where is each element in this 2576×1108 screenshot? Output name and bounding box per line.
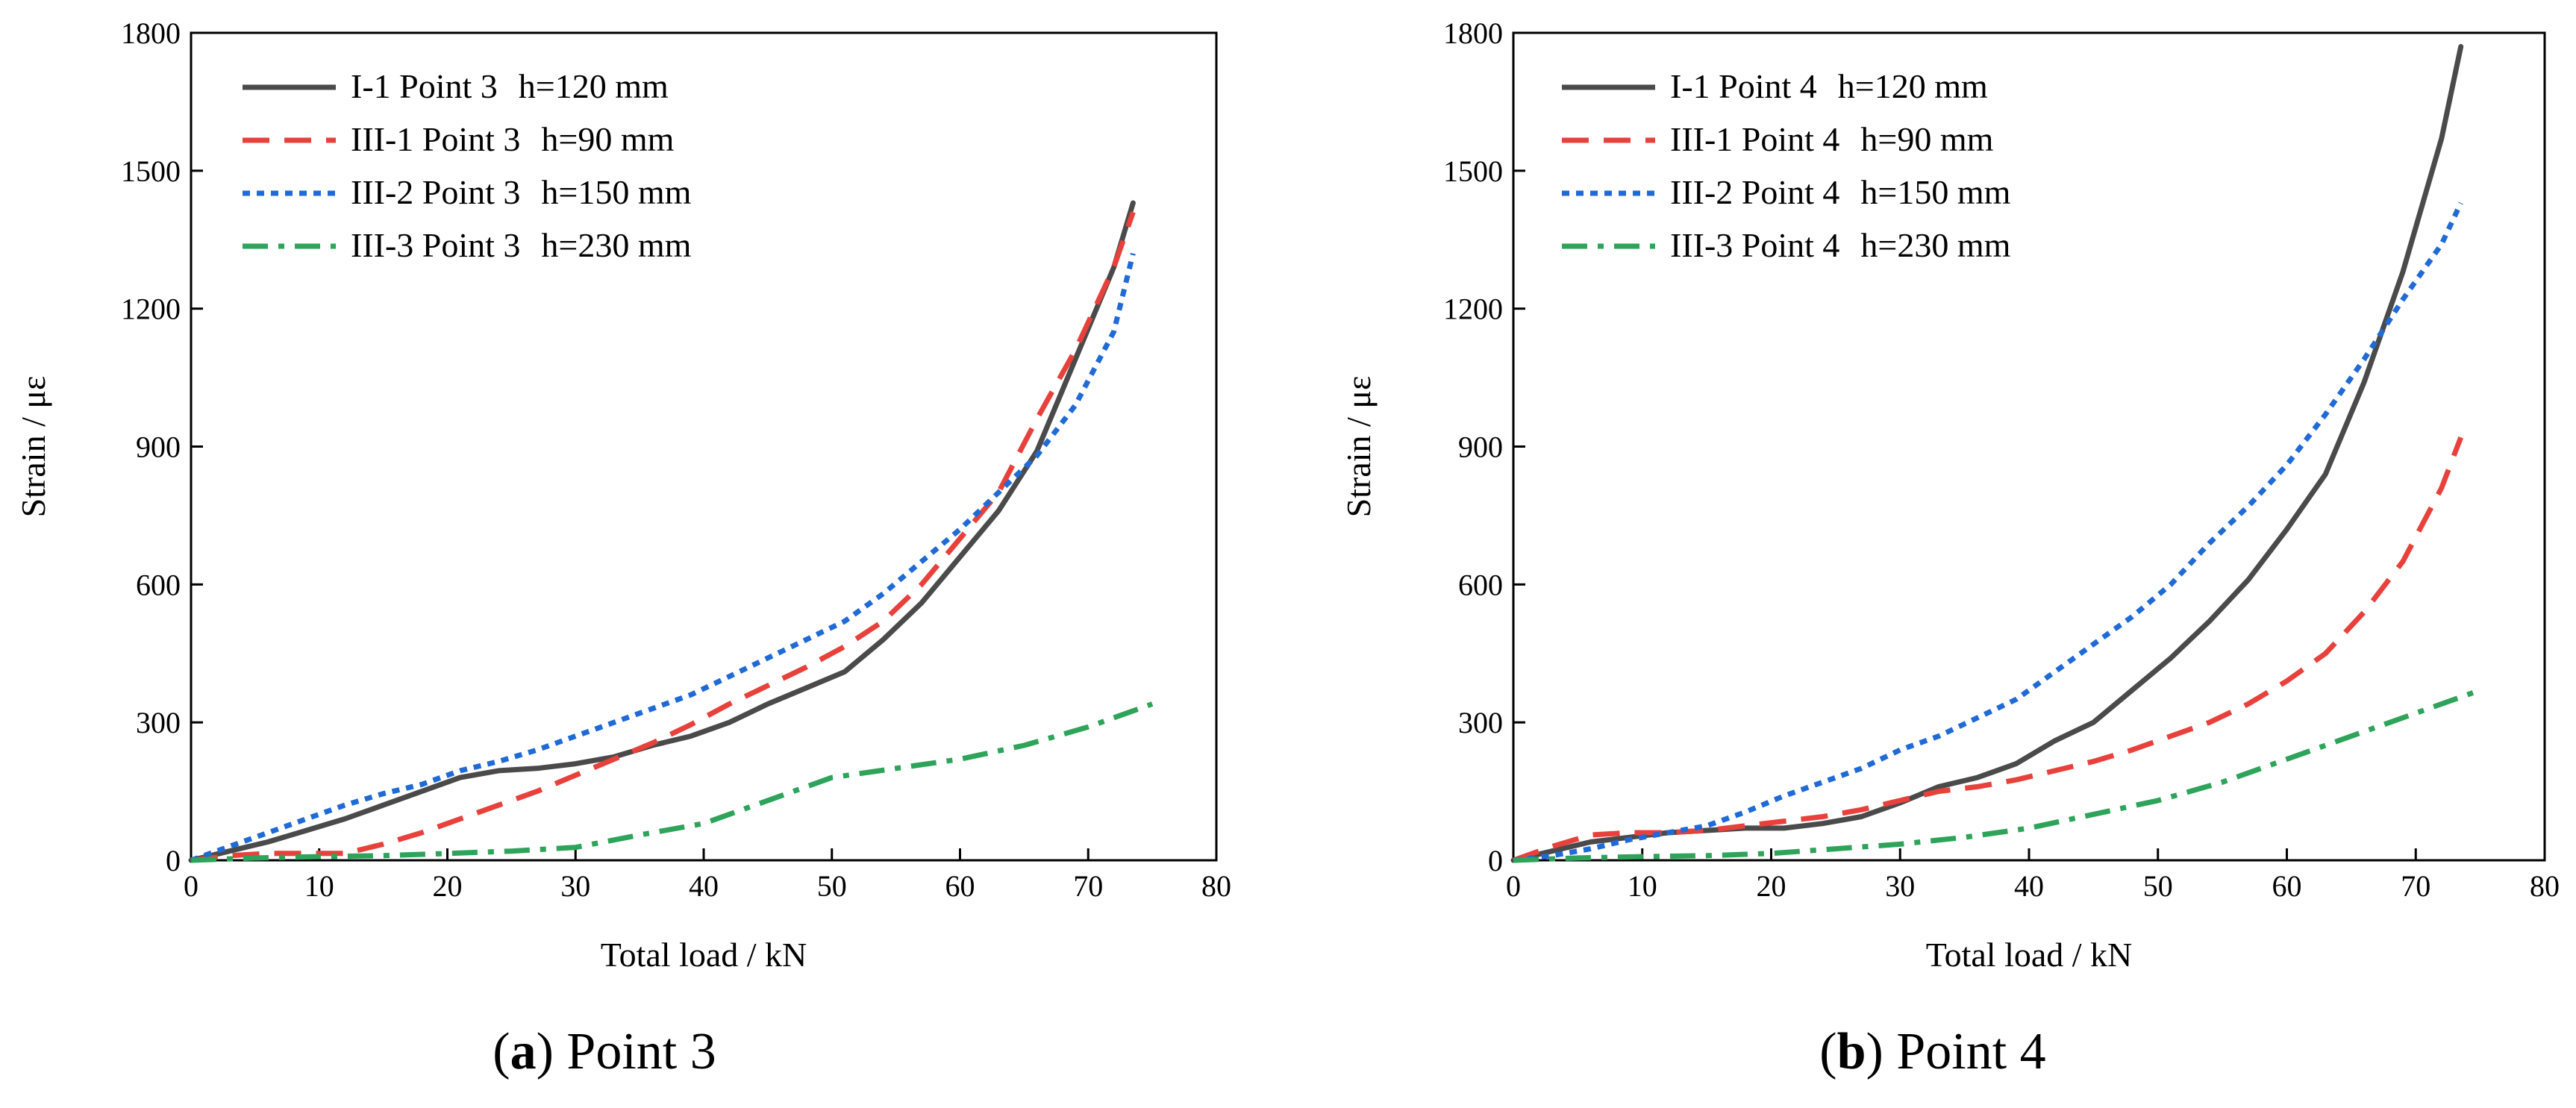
legend-entry-4: III-3 Point 3 h=230 mm — [351, 226, 692, 264]
x-tick-label: 10 — [1628, 869, 1657, 903]
series-line-2 — [1512, 436, 2463, 863]
y-axis-title: Strain / με — [14, 376, 52, 518]
legend-series-name: III-2 Point 3 — [351, 173, 520, 211]
legend-entry-3: III-2 Point 4 h=150 mm — [1670, 173, 2011, 211]
chart-panel-b: 0 10 20 30 40 50 60 70 80 0 300 600 900 1200 1500 1800 T… — [1339, 16, 2560, 974]
legend-entry-2: III-1 Point 3 h=90 mm — [351, 120, 675, 158]
y-tick-label: 900 — [136, 431, 181, 464]
series-line-4 — [1513, 687, 2481, 863]
legend-series-extra: h=120 mm — [519, 67, 669, 105]
legend-entry-1: I-1 Point 3 h=120 mm — [351, 67, 669, 105]
plot-frame — [1512, 31, 2546, 862]
plot-frame — [190, 31, 1218, 862]
legend-series-extra: h=120 mm — [1838, 67, 1988, 105]
y-tick-label: 900 — [1458, 431, 1503, 464]
y-tick-label: 0 — [1488, 844, 1503, 877]
legend-series-extra: h=90 mm — [1860, 120, 1993, 158]
series-line-1 — [188, 200, 1136, 863]
x-tick-label: 10 — [304, 869, 334, 903]
legend-entry-1: I-1 Point 4 h=120 mm — [1670, 67, 1988, 105]
legend-series-name: III-1 Point 4 — [1670, 120, 1839, 158]
legend-series-extra: h=90 mm — [541, 120, 674, 158]
x-tick-label: 70 — [2401, 869, 2430, 903]
caption-a: (a) Point 3 — [493, 1023, 716, 1080]
x-tick-label: 20 — [1757, 869, 1786, 903]
series-line-3 — [1513, 201, 2463, 863]
legend-series-name: III-2 Point 4 — [1670, 173, 1839, 211]
y-tick-label: 1800 — [1443, 16, 1503, 50]
y-tick-label: 1500 — [121, 154, 181, 188]
y-tick-label: 1500 — [1443, 154, 1503, 188]
y-tick-label: 600 — [136, 568, 181, 601]
legend-series-name: I-1 Point 4 — [1670, 67, 1817, 105]
x-tick-label: 20 — [433, 869, 463, 903]
legend-entry-3: III-2 Point 3 h=150 mm — [351, 173, 692, 211]
series-line-2 — [190, 211, 1136, 863]
chart-panel-a: 0 10 20 30 40 50 60 70 80 0 300 600 900 1200 1500 1800 T… — [14, 16, 1231, 974]
legend-entry-2: III-1 Point 4 h=90 mm — [1670, 120, 1994, 158]
x-tick-label: 0 — [184, 869, 198, 903]
x-axis-title: Total load / kN — [1926, 936, 2133, 974]
caption-b: (b) Point 4 — [1819, 1023, 2045, 1080]
legend-series-extra: h=150 mm — [541, 173, 691, 211]
legend-series-name: III-1 Point 3 — [351, 120, 520, 158]
legend-entry-4: III-3 Point 4 h=230 mm — [1670, 226, 2011, 264]
x-tick-label: 30 — [1885, 869, 1915, 903]
y-tick-label: 1200 — [121, 292, 181, 326]
x-axis-title: Total load / kN — [601, 936, 807, 974]
legend-series-extra: h=150 mm — [1860, 173, 2010, 211]
x-tick-label: 50 — [817, 869, 847, 903]
y-axis-title: Strain / με — [1339, 376, 1378, 518]
x-tick-label: 60 — [2272, 869, 2302, 903]
series-line-1 — [1510, 44, 2464, 863]
legend-series-name: III-3 Point 3 — [351, 226, 520, 264]
y-tick-label: 300 — [1458, 706, 1503, 739]
x-tick-label: 40 — [689, 869, 719, 903]
x-tick-label: 50 — [2143, 869, 2173, 903]
legend-series-extra: h=230 mm — [1860, 226, 2010, 264]
series-line-3 — [190, 252, 1136, 863]
x-tick-label: 0 — [1506, 869, 1521, 903]
y-tick-label: 0 — [166, 844, 181, 877]
x-tick-label: 80 — [1201, 869, 1231, 903]
x-tick-label: 70 — [1073, 869, 1103, 903]
legend-series-name: I-1 Point 3 — [351, 67, 498, 105]
x-tick-label: 80 — [2530, 869, 2560, 903]
legend-series-extra: h=230 mm — [541, 226, 691, 264]
legend-series-name: III-3 Point 4 — [1670, 226, 1839, 264]
y-tick-label: 600 — [1458, 568, 1503, 601]
x-tick-label: 60 — [945, 869, 975, 903]
y-tick-label: 1200 — [1443, 292, 1503, 326]
x-tick-label: 30 — [560, 869, 590, 903]
y-tick-label: 300 — [136, 706, 181, 739]
series-line-4 — [190, 701, 1154, 863]
y-tick-label: 1800 — [121, 16, 181, 50]
x-tick-label: 40 — [2014, 869, 2044, 903]
